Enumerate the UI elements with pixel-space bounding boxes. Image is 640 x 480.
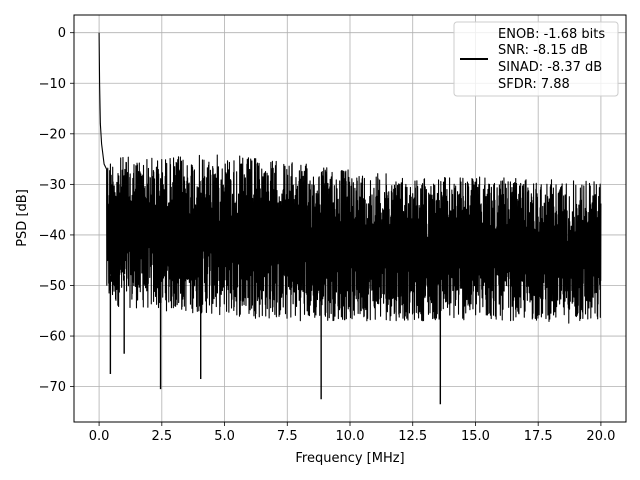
legend-box — [453, 21, 619, 97]
x-tick-label: 5.0 — [214, 429, 235, 444]
legend-enob: ENOB: -1.68 bits — [498, 27, 605, 42]
x-axis-label: Frequency [MHz] — [295, 451, 404, 466]
y-tick-label: −60 — [39, 330, 66, 345]
x-tick-label: 12.5 — [398, 429, 427, 444]
x-tick-label: 2.5 — [151, 429, 172, 444]
x-ticks: 0.0 2.5 5.0 7.5 10.0 12.5 15.0 17.5 20.0 — [89, 422, 615, 444]
y-tick-label: −70 — [39, 380, 66, 395]
y-tick-label: −20 — [39, 127, 66, 142]
y-tick-label: −30 — [39, 178, 66, 193]
legend: ENOB: -1.68 bits SNR: -8.15 dB SINAD: -8… — [453, 21, 619, 97]
y-ticks: 0 −10 −20 −30 −40 −50 −60 −70 — [39, 26, 74, 395]
x-tick-label: 7.5 — [277, 429, 298, 444]
psd-line — [98, 32, 602, 324]
series-psd — [98, 32, 602, 405]
legend-snr: SNR: -8.15 dB — [498, 43, 588, 58]
y-tick-label: 0 — [58, 26, 66, 41]
x-tick-label: 20.0 — [586, 429, 615, 444]
y-tick-label: −40 — [39, 228, 66, 243]
y-axis-label: PSD [dB] — [15, 189, 30, 247]
y-tick-label: −10 — [39, 77, 66, 92]
y-tick-label: −50 — [39, 279, 66, 294]
legend-sinad: SINAD: -8.37 dB — [498, 60, 602, 75]
legend-sfdr: SFDR: 7.88 — [498, 77, 570, 92]
x-tick-label: 10.0 — [336, 429, 365, 444]
x-tick-label: 0.0 — [89, 429, 110, 444]
x-tick-label: 17.5 — [524, 429, 553, 444]
x-tick-label: 15.0 — [461, 429, 490, 444]
